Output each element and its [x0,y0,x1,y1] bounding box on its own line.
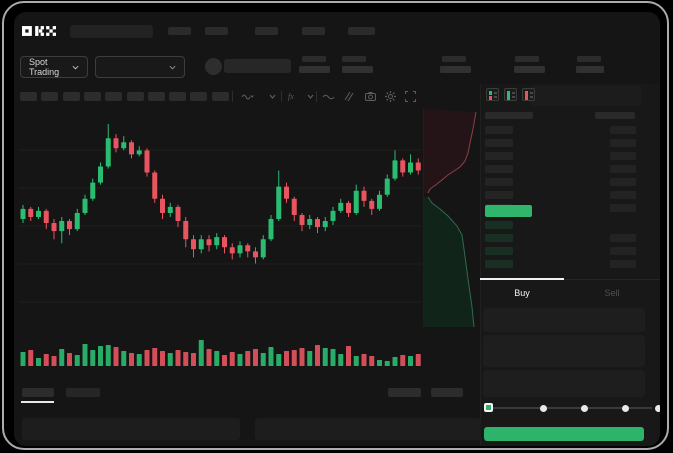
depth-profile-chart[interactable] [423,109,480,327]
amount-slider-track[interactable] [488,407,652,409]
ticker-stat-value-placeholder [514,66,545,73]
pair-name-placeholder [224,59,291,73]
book-bids-only-icon[interactable] [504,88,517,101]
market-type-dropdown[interactable]: Spot Trading [20,56,88,78]
coin-avatar [205,58,222,75]
ticker-stat-label-placeholder [442,56,466,62]
slider-step-dot[interactable] [540,404,547,412]
ticker-stat-value-placeholder [440,66,471,73]
book-toolbar-placeholder [530,86,642,106]
ticker-stat-label-placeholder [515,56,539,62]
orders-table-placeholder [255,418,481,440]
nav-item-placeholder[interactable] [255,27,278,35]
ask-amount-placeholder[interactable] [610,178,636,186]
timeframe-button-placeholder[interactable] [20,92,37,101]
chevron-down-icon [72,65,79,70]
search-bar-placeholder[interactable] [70,25,153,38]
timeframe-button-placeholder[interactable] [83,92,101,101]
ask-price-placeholder[interactable] [485,165,513,173]
ticker-stat-label-placeholder [302,56,326,62]
nav-item-placeholder[interactable] [205,27,228,35]
chevron-down-icon[interactable] [304,90,317,103]
timeframe-button-placeholder[interactable] [126,92,144,101]
ask-amount-placeholder[interactable] [610,165,636,173]
ask-price-placeholder[interactable] [485,139,513,147]
last-price-block[interactable] [485,205,532,217]
timeframe-button-placeholder[interactable] [169,92,187,101]
okx-logo[interactable] [22,25,56,37]
timeframe-button-placeholder[interactable] [211,92,229,101]
candle-interval-icon[interactable] [241,90,254,103]
ticker-stat-label-placeholder [342,56,366,62]
ask-amount-placeholder[interactable] [610,152,636,160]
ticker-stat-value-placeholder [299,66,330,73]
orders-tab-underline [21,401,54,403]
ask-price-placeholder[interactable] [485,126,513,134]
ticker-stat-label-placeholder [577,56,601,62]
chevron-down-icon [169,65,176,70]
settings-gear-icon[interactable] [384,90,397,103]
nav-item-placeholder[interactable] [168,27,191,35]
timeframe-button-placeholder[interactable] [62,92,80,101]
ticker-stat-value-placeholder [342,66,373,73]
app-window: OKX Spot Trading fx [14,12,660,446]
bid-price-placeholder[interactable] [485,234,513,242]
tab-sell[interactable]: Sell [604,288,620,298]
tabbar-divider [480,279,660,280]
pair-dropdown[interactable] [95,56,185,78]
slider-step-dot[interactable] [655,404,660,412]
ticker-stat-value-placeholder [576,66,604,73]
ask-price-placeholder[interactable] [485,152,513,160]
candlestick-chart[interactable] [18,110,422,336]
ask-price-placeholder[interactable] [485,191,513,199]
book-split-view-icon[interactable] [486,88,499,101]
bid-price-placeholder[interactable] [485,247,513,255]
book-header-amount-placeholder [595,112,635,119]
orders-action-placeholder[interactable] [388,388,421,397]
nav-item-placeholder[interactable] [302,27,325,35]
orders-tab-placeholder[interactable] [66,388,100,397]
bid-amount-placeholder[interactable] [610,247,636,255]
camera-icon[interactable] [364,90,377,103]
orders-action-placeholder[interactable] [431,388,463,397]
amount-slider-handle[interactable] [484,403,493,412]
indicator-fx-icon[interactable]: fx [286,90,299,103]
book-header-price-placeholder [485,112,533,119]
nav-item-placeholder[interactable] [348,27,375,35]
ask-amount-placeholder[interactable] [610,126,636,134]
bid-amount-placeholder[interactable] [610,260,636,268]
bid-amount-placeholder[interactable] [610,234,636,242]
chevron-down-icon[interactable] [266,90,279,103]
slider-step-dot[interactable] [581,404,588,412]
line-style-icon[interactable] [322,90,335,103]
market-type-label: Spot Trading [29,57,60,77]
slider-step-dot[interactable] [622,404,629,412]
timeframe-button-placeholder[interactable] [190,92,208,101]
fullscreen-icon[interactable] [404,90,417,103]
timeframe-button-placeholder[interactable] [105,92,123,101]
buy-submit-button[interactable] [484,427,644,441]
ask-amount-placeholder[interactable] [610,204,636,212]
timeframe-button-placeholder[interactable] [147,92,165,101]
total-input-placeholder[interactable] [483,370,645,397]
book-asks-only-icon[interactable] [522,88,535,101]
ask-price-placeholder[interactable] [485,178,513,186]
buy-tab-indicator [480,278,564,280]
bid-price-placeholder[interactable] [485,260,513,268]
orders-tab-active-placeholder[interactable] [22,388,54,397]
svg-text:fx: fx [288,92,294,101]
orders-table-placeholder [22,418,240,440]
compare-lines-icon[interactable] [342,90,355,103]
ask-amount-placeholder[interactable] [610,191,636,199]
volume-chart [20,340,421,366]
timeframe-button-placeholder[interactable] [41,92,59,101]
tab-buy[interactable]: Buy [514,288,530,298]
amount-input-placeholder[interactable] [483,335,645,367]
ask-amount-placeholder[interactable] [610,139,636,147]
bid-price-placeholder[interactable] [485,221,513,229]
price-input-placeholder[interactable] [483,308,645,332]
